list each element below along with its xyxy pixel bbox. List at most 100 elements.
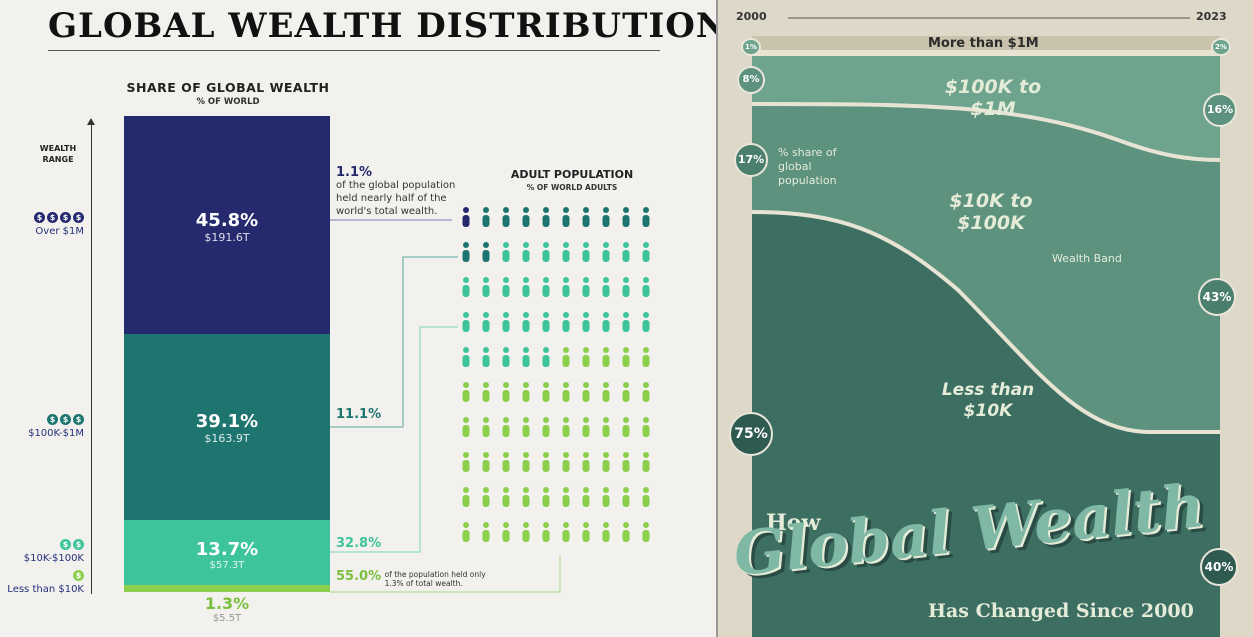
connector-less-10k xyxy=(330,556,561,593)
person-icon xyxy=(602,522,610,542)
person-icon xyxy=(482,522,490,542)
share-subheading: % OF WORLD xyxy=(196,97,260,107)
person-icon xyxy=(582,207,590,227)
person-icon xyxy=(522,207,530,227)
legend-share: % share of global population xyxy=(778,146,837,187)
range-text: $10K-$100K xyxy=(23,553,84,564)
person-icon xyxy=(462,452,470,472)
person-icon xyxy=(602,417,610,437)
person-icon xyxy=(642,207,650,227)
range-text: Less than $10K xyxy=(7,584,84,595)
share-heading: SHARE OF GLOBAL WEALTH xyxy=(126,80,330,95)
person-icon xyxy=(522,452,530,472)
title-how: How xyxy=(766,510,821,536)
person-icon xyxy=(482,207,490,227)
person-icon xyxy=(462,312,470,332)
person-icon xyxy=(642,487,650,507)
person-icon xyxy=(562,382,570,402)
band-boundary-line xyxy=(751,210,1220,434)
circle-10k-100k-2000: 17% xyxy=(734,143,768,177)
wealth-range-label: WEALTH RANGE xyxy=(39,144,77,164)
person-icon xyxy=(482,417,490,437)
person-icon xyxy=(582,452,590,472)
person-icon xyxy=(522,277,530,297)
connector-100k-1m xyxy=(330,256,458,428)
person-icon xyxy=(502,207,510,227)
wealth-stacked-bar xyxy=(124,116,330,592)
person-icon xyxy=(542,417,550,437)
title-sub: Has Changed Since 2000 xyxy=(928,600,1194,622)
person-icon xyxy=(582,522,590,542)
person-icon xyxy=(462,277,470,297)
person-icon xyxy=(602,382,610,402)
person-icon xyxy=(462,487,470,507)
person-icon xyxy=(522,487,530,507)
person-icon xyxy=(542,277,550,297)
person-icon xyxy=(542,382,550,402)
person-icon xyxy=(542,347,550,367)
segment-label-over-1m: 45.8% $191.6T xyxy=(124,210,330,244)
person-icon xyxy=(562,417,570,437)
person-icon xyxy=(562,242,570,262)
person-icon xyxy=(562,452,570,472)
left-panel: GLOBAL WEALTH DISTRIBUTION SHARE OF GLOB… xyxy=(0,6,727,624)
coin-icons: $ $ $ xyxy=(0,414,84,425)
person-icon xyxy=(482,347,490,367)
year-end: 2023 xyxy=(1196,10,1227,23)
annotation-pct: 55.0% xyxy=(336,569,382,584)
person-icon xyxy=(522,417,530,437)
person-icon xyxy=(522,347,530,367)
segment-label-100k-1m: 39.1% $163.9T xyxy=(124,411,330,445)
segment-dollars: $163.9T xyxy=(204,432,250,445)
person-icon xyxy=(482,452,490,472)
person-icon xyxy=(502,452,510,472)
segment-dollars: $191.6T xyxy=(204,231,250,244)
person-icon xyxy=(622,452,630,472)
range-text: $100K-$1M xyxy=(28,428,84,439)
person-icon xyxy=(462,382,470,402)
legend-band: Wealth Band xyxy=(1052,252,1122,265)
person-icon xyxy=(502,242,510,262)
coin-icons: $ $ xyxy=(0,539,84,550)
person-icon xyxy=(502,347,510,367)
band-over-1m xyxy=(752,50,1220,56)
person-icon xyxy=(502,522,510,542)
person-icon xyxy=(542,522,550,542)
circle-10k-100k-2023: 43% xyxy=(1198,278,1236,316)
person-icon xyxy=(522,312,530,332)
person-icon xyxy=(602,277,610,297)
axis-arrow-icon xyxy=(87,118,95,125)
circle-100k-1m-2000: 8% xyxy=(737,66,765,94)
coin-icons: $ $ $ $ xyxy=(0,212,84,223)
person-icon xyxy=(542,242,550,262)
range-label-10k-100k: $ $ $10K-$100K xyxy=(0,539,84,564)
person-icon xyxy=(462,207,470,227)
person-icon xyxy=(642,522,650,542)
person-icon xyxy=(562,347,570,367)
person-icon xyxy=(522,242,530,262)
person-icon xyxy=(522,522,530,542)
circle-over-1m-2023: 2% xyxy=(1211,38,1231,56)
person-icon xyxy=(582,382,590,402)
annotation-over-1m: 1.1% of the global population held nearl… xyxy=(336,166,460,218)
range-label-100k-1m: $ $ $ $100K-$1M xyxy=(0,414,84,439)
person-icon xyxy=(522,382,530,402)
person-icon xyxy=(502,417,510,437)
person-icon xyxy=(582,242,590,262)
connector-10k-100k xyxy=(330,326,458,553)
person-icon xyxy=(502,277,510,297)
person-icon xyxy=(542,207,550,227)
segment-label-less-10k: 1.3% $5.5T xyxy=(124,594,330,624)
person-icon xyxy=(562,312,570,332)
person-icon xyxy=(502,382,510,402)
wealth-axis xyxy=(91,124,92,594)
circle-less-10k-2000: 75% xyxy=(729,412,773,456)
person-icon xyxy=(582,277,590,297)
person-icon xyxy=(482,312,490,332)
person-icon xyxy=(562,207,570,227)
person-icon xyxy=(642,277,650,297)
person-icon xyxy=(622,417,630,437)
person-icon xyxy=(562,277,570,297)
annotation-less-10k: 55.0% of the population held only 1.3% o… xyxy=(336,570,516,588)
person-icon xyxy=(602,207,610,227)
